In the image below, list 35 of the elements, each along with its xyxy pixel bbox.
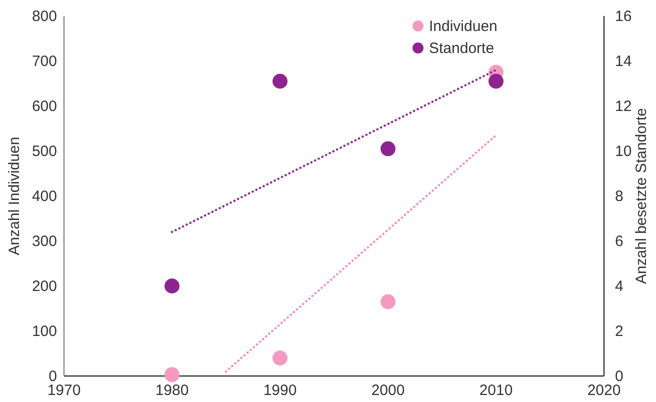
y-axis-title: Anzahl Individuen [6, 136, 23, 256]
x-tick-label: 2000 [371, 382, 405, 399]
y2-tick-label: 16 [615, 8, 632, 25]
y2-tick-label: 12 [615, 98, 632, 115]
y-tick-label: 100 [32, 323, 57, 340]
y2-tick-label: 2 [615, 323, 624, 340]
x-tick-label: 1990 [263, 382, 297, 399]
y-tick-label: 200 [32, 278, 57, 295]
point [164, 367, 180, 382]
x-tick-label: 2010 [479, 382, 513, 399]
legend-label: Individuen [429, 18, 498, 35]
y2-tick-label: 4 [615, 278, 624, 295]
point [488, 74, 504, 89]
point [164, 278, 180, 294]
y2-axis-title: Anzahl besetzte Standorte [633, 108, 650, 284]
y-tick-label: 500 [32, 143, 57, 160]
x-tick-label: 1970 [47, 382, 81, 399]
y2-tick-label: 6 [615, 233, 624, 250]
y-tick-label: 600 [32, 98, 57, 115]
y2-tick-label: 14 [615, 53, 632, 70]
point [272, 74, 288, 89]
point [272, 350, 288, 366]
y2-tick-label: 8 [615, 188, 624, 205]
x-tick-label: 1980 [155, 382, 189, 399]
point [380, 141, 396, 156]
y2-tick-label: 0 [615, 368, 624, 385]
y-tick-label: 700 [32, 53, 57, 70]
y-tick-label: 800 [32, 8, 57, 25]
x-tick-label: 2020 [587, 382, 621, 399]
y2-tick-label: 10 [615, 143, 632, 160]
y-tick-label: 400 [32, 188, 57, 205]
legend-label: Standorte [429, 40, 494, 57]
y-tick-label: 0 [48, 368, 57, 385]
point [380, 294, 396, 310]
y-tick-label: 300 [32, 233, 57, 250]
